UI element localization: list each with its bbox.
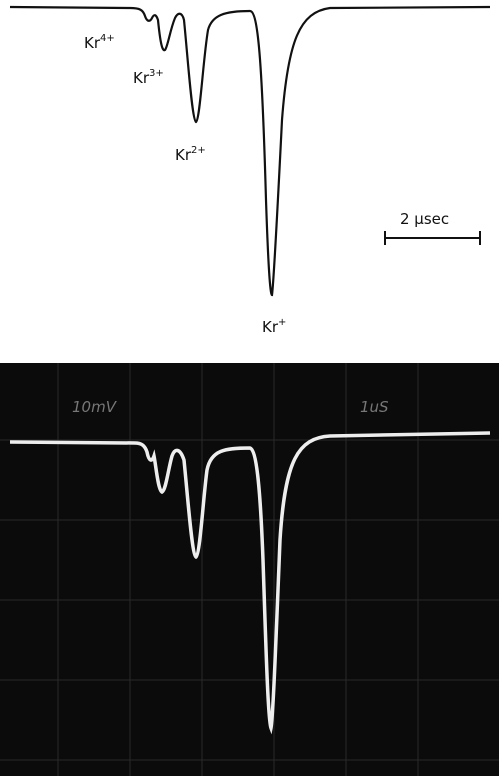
peak-label: Kr3+: [133, 68, 164, 87]
oscilloscope-screen: [0, 363, 499, 776]
scale-bar: [385, 231, 480, 245]
scope-label: 10mV: [72, 398, 118, 416]
scale-bar-label: 2 μsec: [400, 210, 449, 228]
peak-label: Kr+: [262, 317, 286, 336]
peak-label: Kr4+: [84, 33, 115, 52]
peak-label: Kr2+: [175, 145, 206, 164]
figure: Kr4+ Kr3+ Kr2+ Kr+ 2 μsec 10mV 1uS: [0, 0, 499, 776]
scope-label: 1uS: [360, 398, 389, 416]
top-trace: [10, 7, 490, 295]
